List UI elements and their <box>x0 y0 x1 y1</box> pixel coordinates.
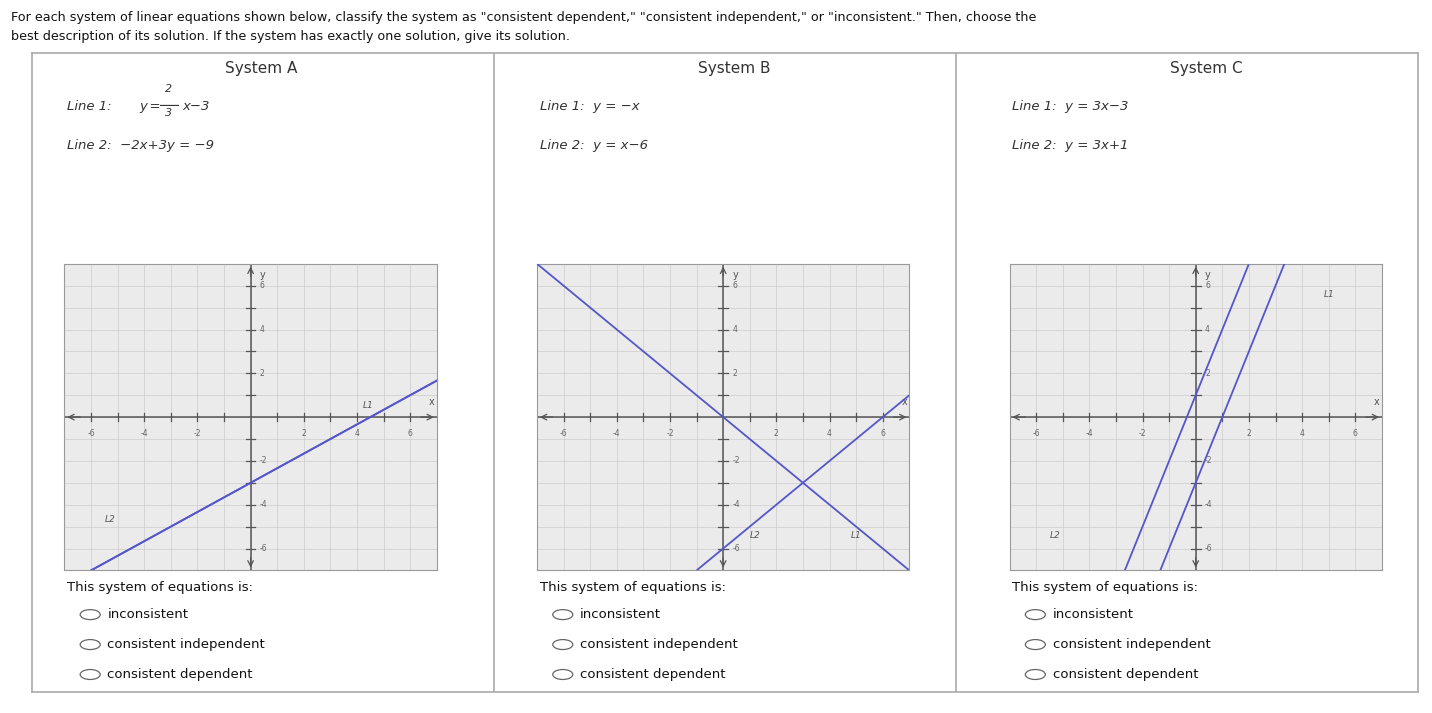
Text: y: y <box>261 270 266 280</box>
Text: Line 1:: Line 1: <box>67 100 116 113</box>
Text: This system of equations is:: This system of equations is: <box>540 581 726 594</box>
Text: 3: 3 <box>166 108 172 118</box>
Text: Line 1:  y = −x: Line 1: y = −x <box>540 100 640 113</box>
Text: consistent dependent: consistent dependent <box>107 668 253 681</box>
Text: consistent dependent: consistent dependent <box>580 668 726 681</box>
Text: Line 2:  y = x−6: Line 2: y = x−6 <box>540 139 647 152</box>
Text: 4: 4 <box>261 325 265 334</box>
Text: -4: -4 <box>613 429 620 438</box>
Text: Line 1:  y = 3x−3: Line 1: y = 3x−3 <box>1012 100 1128 113</box>
Text: -6: -6 <box>733 544 740 553</box>
Text: 6: 6 <box>733 281 737 290</box>
Text: y =: y = <box>139 100 163 113</box>
Text: x−3: x−3 <box>182 100 209 113</box>
Text: -6: -6 <box>1032 429 1040 438</box>
Text: For each system of linear equations shown below, classify the system as "consist: For each system of linear equations show… <box>11 11 1037 24</box>
Text: inconsistent: inconsistent <box>1053 608 1134 621</box>
Text: consistent independent: consistent independent <box>107 638 265 651</box>
Text: L1: L1 <box>362 401 374 411</box>
Text: y: y <box>1204 270 1211 280</box>
Text: consistent independent: consistent independent <box>1053 638 1210 651</box>
Text: System A: System A <box>225 61 298 76</box>
Text: L1: L1 <box>1323 289 1335 299</box>
Text: y: y <box>733 270 739 280</box>
Text: 6: 6 <box>881 429 885 438</box>
Text: L2: L2 <box>750 530 760 540</box>
Text: L2: L2 <box>1050 530 1060 540</box>
Text: This system of equations is:: This system of equations is: <box>1012 581 1199 594</box>
Text: 2: 2 <box>1246 429 1252 438</box>
Text: -2: -2 <box>666 429 673 438</box>
Text: 6: 6 <box>1204 281 1210 290</box>
Text: 6: 6 <box>261 281 265 290</box>
Text: Line 2:  y = 3x+1: Line 2: y = 3x+1 <box>1012 139 1128 152</box>
Text: 4: 4 <box>355 429 359 438</box>
Text: 4: 4 <box>1204 325 1210 334</box>
Text: -2: -2 <box>1204 456 1213 466</box>
Text: 4: 4 <box>1300 429 1305 438</box>
Text: 2: 2 <box>1204 369 1210 378</box>
Text: This system of equations is:: This system of equations is: <box>67 581 253 594</box>
Text: x: x <box>1373 397 1379 407</box>
Text: Line 2:  −2x+3y = −9: Line 2: −2x+3y = −9 <box>67 139 215 152</box>
Text: 4: 4 <box>828 429 832 438</box>
Text: -6: -6 <box>560 429 567 438</box>
Text: L2: L2 <box>105 515 115 524</box>
Text: 2: 2 <box>301 429 306 438</box>
Text: L1: L1 <box>851 530 862 540</box>
Text: inconsistent: inconsistent <box>107 608 189 621</box>
Text: -2: -2 <box>1138 429 1146 438</box>
Text: 2: 2 <box>261 369 265 378</box>
Text: -2: -2 <box>733 456 740 466</box>
Text: -2: -2 <box>261 456 268 466</box>
Text: x: x <box>428 397 434 407</box>
Text: -6: -6 <box>1204 544 1213 553</box>
Text: x: x <box>901 397 906 407</box>
Text: inconsistent: inconsistent <box>580 608 662 621</box>
Text: -4: -4 <box>1085 429 1093 438</box>
Text: 2: 2 <box>733 369 737 378</box>
Text: 2: 2 <box>773 429 779 438</box>
Text: consistent independent: consistent independent <box>580 638 737 651</box>
Text: -4: -4 <box>733 501 740 509</box>
Text: -4: -4 <box>1204 501 1213 509</box>
Text: -4: -4 <box>140 429 147 438</box>
Text: -6: -6 <box>261 544 268 553</box>
Text: System C: System C <box>1170 61 1243 76</box>
Text: -2: -2 <box>193 429 200 438</box>
Text: 4: 4 <box>733 325 737 334</box>
Text: -4: -4 <box>261 501 268 509</box>
Text: 6: 6 <box>1353 429 1358 438</box>
Text: System B: System B <box>697 61 770 76</box>
Text: best description of its solution. If the system has exactly one solution, give i: best description of its solution. If the… <box>11 30 570 43</box>
Text: 6: 6 <box>408 429 412 438</box>
Text: consistent dependent: consistent dependent <box>1053 668 1199 681</box>
Text: 2: 2 <box>166 84 172 94</box>
Text: -6: -6 <box>87 429 95 438</box>
